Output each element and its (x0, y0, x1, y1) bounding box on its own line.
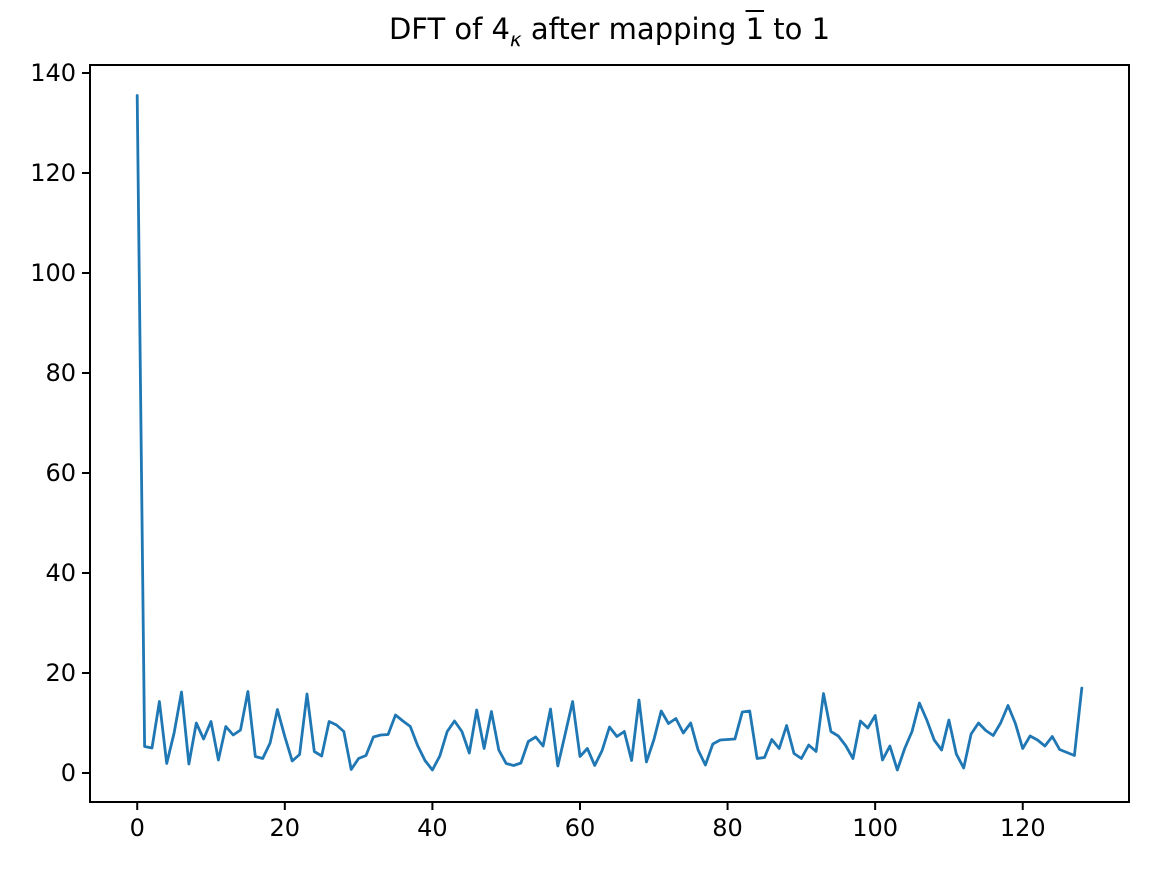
chart-title-prefix: DFT of 4 (388, 12, 510, 46)
y-tick-label: 20 (45, 659, 76, 687)
y-tick-label: 40 (45, 559, 76, 587)
x-tick-label: 120 (1000, 814, 1046, 842)
chart-title-suffix: to 1 (764, 12, 831, 46)
x-tick-label: 0 (130, 814, 145, 842)
x-tick-label: 100 (852, 814, 898, 842)
x-tick-label: 20 (270, 814, 301, 842)
y-tick-label: 60 (45, 459, 76, 487)
chart-title-subscript-kappa: κ (510, 27, 522, 51)
y-tick-label: 120 (30, 159, 76, 187)
chart-title-middle: after mapping (521, 12, 746, 46)
y-tick-label: 80 (45, 359, 76, 387)
y-tick-label: 140 (30, 59, 76, 87)
y-tick-label: 100 (30, 259, 76, 287)
axes-box (89, 64, 1130, 803)
chart-title-overbar-one: 1 (745, 12, 765, 46)
x-tick-label: 40 (417, 814, 448, 842)
x-tick-label: 60 (565, 814, 596, 842)
x-tick-label: 80 (712, 814, 743, 842)
y-tick-label: 0 (61, 759, 76, 787)
chart-title: DFT of 4κ after mapping 1 to 1 (90, 12, 1129, 49)
data-line (135, 94, 1084, 772)
